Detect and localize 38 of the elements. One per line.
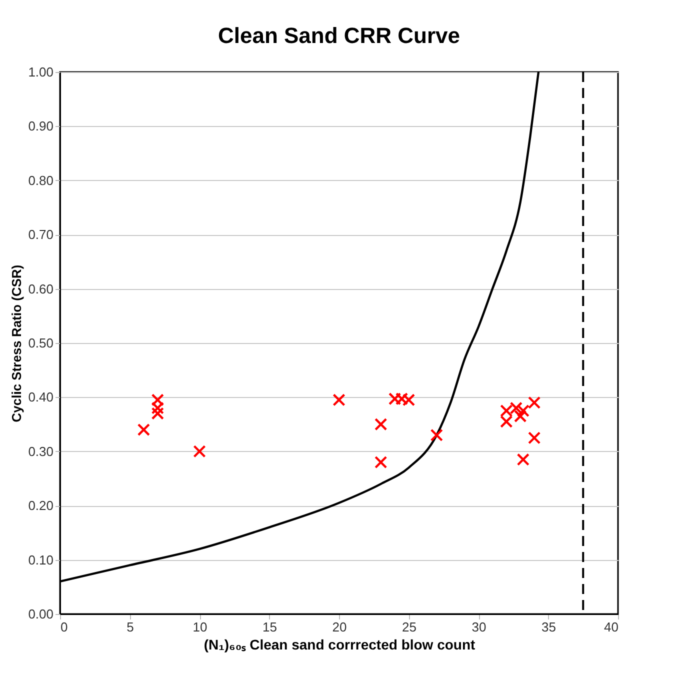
point	[137, 423, 150, 436]
x-tick-label: 5	[126, 620, 134, 634]
y-tick-label: 0.30	[28, 444, 54, 459]
y-tick-label: 1.00	[28, 64, 54, 80]
x-tick-label: 15	[262, 620, 277, 634]
point	[151, 402, 164, 414]
y-tick-label: 0.00	[28, 606, 54, 622]
point	[332, 394, 346, 406]
point	[528, 396, 541, 409]
point	[516, 404, 530, 418]
point	[374, 418, 388, 431]
point	[430, 428, 443, 442]
y-axis-title: Cyclic Stress Ratio (CSR)	[9, 264, 24, 422]
y-tick-label: 0.10	[28, 552, 54, 568]
x-tick-label: 40	[604, 620, 618, 634]
y-tick-label: 0.40	[28, 390, 54, 405]
point	[151, 407, 164, 420]
point	[528, 432, 541, 444]
x-tick-label: 25	[402, 620, 416, 634]
y-tick-label: 0.50	[28, 336, 54, 350]
y-tick-label: 0.80	[28, 172, 54, 188]
y-tick-label: 0.20	[28, 498, 54, 514]
x-tick-label: 35	[542, 620, 556, 634]
point	[516, 453, 530, 466]
point	[374, 456, 388, 469]
point	[514, 410, 527, 423]
x-tick-label: 30	[472, 620, 486, 634]
x-tick-label: 0	[60, 620, 68, 634]
point	[193, 445, 206, 458]
y-tick-label: 0.90	[28, 118, 54, 134]
x-tick-label: 10	[192, 620, 208, 634]
y-tick-label: 0.70	[28, 227, 54, 242]
point	[500, 415, 513, 428]
x-tick-label: 20	[332, 620, 347, 634]
point	[151, 394, 164, 406]
x-axis-title: (N₁)₆₀ₛ Clean sand corrrected blow count	[204, 636, 476, 652]
y-tick-label: 0.60	[28, 281, 54, 296]
chart-title: Clean Sand CRR Curve	[218, 23, 460, 48]
